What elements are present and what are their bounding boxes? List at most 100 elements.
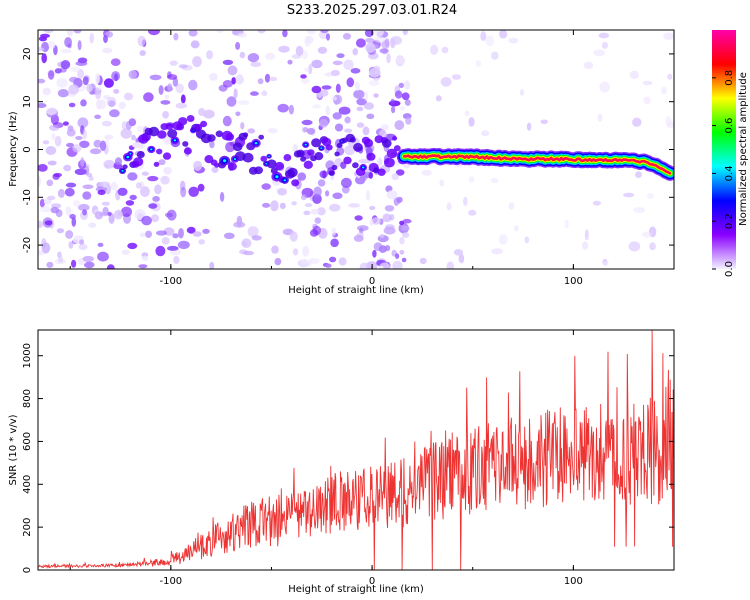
spectrogram-signal-cell: [268, 155, 270, 157]
spectrogram-noise-cell: [267, 127, 278, 134]
spectrogram-signal-cell: [182, 141, 189, 147]
spectrogram-signal-cell: [258, 134, 265, 140]
spectrogram-noise-cell: [64, 187, 75, 197]
spectrogram-noise-cell: [139, 50, 146, 56]
spectrogram-noise-cell: [38, 220, 43, 228]
spectrogram-noise-cell: [402, 30, 408, 36]
spectrogram-signal-cell: [392, 136, 398, 141]
colorbar-ticks: 0.0 0.2 0.4 0.6 0.8: [712, 70, 735, 277]
spectrogram-noise-cell: [99, 212, 110, 217]
spectrogram-noise-cell: [161, 237, 170, 245]
spectrogram-noise-cell: [344, 128, 353, 133]
spectrogram-noise-cell: [392, 260, 403, 269]
spectrogram-noise-cell: [110, 58, 121, 66]
spectrogram-noise-cell: [131, 134, 137, 141]
spectrogram-noise-cell: [226, 96, 237, 107]
spectrogram-noise-cell: [47, 70, 55, 80]
spectrogram-noise-cell: [628, 241, 641, 252]
spectrogram-noise-cell: [498, 234, 508, 245]
spectrogram-noise-cell: [82, 184, 94, 190]
spectrogram-noise-cell: [287, 59, 293, 65]
spectrogram-noise-cell: [401, 225, 410, 231]
spectrogram-noise-cell: [446, 202, 452, 211]
spectrogram-signal-cell: [242, 132, 249, 138]
spectrogram-noise-cell: [271, 245, 279, 254]
spectrogram-noise-cell: [148, 30, 160, 36]
spectrogram-noise-cell: [75, 136, 83, 140]
spectrogram-noise-cell: [279, 202, 286, 210]
spectrogram-noise-cell: [62, 121, 69, 126]
spectrogram-noise-cell: [192, 231, 202, 237]
spectrogram-signal-cell: [325, 144, 333, 151]
spectrogram-noise-cell: [288, 104, 294, 115]
spectrogram-signal-cell: [349, 137, 356, 143]
spectrogram-noise-cell: [114, 209, 123, 220]
spectrogram-signal-cell: [126, 155, 130, 159]
spectrogram-noise-cell: [446, 261, 454, 269]
spectrogram-noise-cell: [508, 37, 519, 44]
snr-y-tick-label: 600: [22, 432, 33, 451]
spectrogram-noise-cell: [310, 208, 320, 215]
snr-panel: -100 0 100 0 200 400 600 800 1000 Height of str…: [8, 329, 675, 595]
spectrogram-noise-cell: [390, 36, 403, 45]
spectrogram-noise-cell: [175, 83, 184, 94]
spectrogram-noise-cell: [128, 70, 138, 80]
spectrogram-noise-cell: [304, 203, 313, 208]
spectrogram-noise-cell: [173, 255, 180, 264]
spectrogram-noise-cell: [104, 163, 110, 169]
spectrogram-noise-cell: [57, 188, 65, 198]
snr-frame: [37, 329, 675, 571]
spectrogram-noise-cell: [398, 82, 404, 88]
spectrogram-noise-cell: [325, 263, 332, 268]
spectrogram-noise-cell: [164, 94, 170, 99]
spectrogram-noise-cell: [78, 243, 88, 250]
spectrogram-noise-cell: [121, 249, 130, 255]
spectrogram-noise-cell: [329, 203, 341, 212]
spectrogram-noise-cell: [508, 202, 515, 210]
spectrogram-signal-cell: [178, 117, 188, 126]
spectrogram-noise-cell: [237, 32, 247, 38]
spectrogram-noise-cell: [60, 49, 72, 54]
spectrogram-noise-cell: [77, 117, 89, 128]
spectrogram-noise-cell: [330, 238, 339, 248]
spectrogram-noise-cell: [243, 250, 255, 256]
spectrogram-noise-cell: [198, 108, 206, 116]
spectrogram-signal-cell: [377, 168, 386, 176]
spectrogram-signal-cell: [334, 151, 340, 157]
spectrogram-noise-cell: [419, 257, 427, 265]
spectrogram-noise-cell: [193, 160, 203, 171]
spectrogram-signal-cell: [215, 130, 223, 138]
spectrogram-signal-cell: [232, 142, 243, 152]
spectrogram-noise-cell: [314, 217, 321, 224]
spectrogram-noise-cell: [402, 218, 412, 224]
spectrogram-noise-cell: [247, 53, 260, 63]
spectrogram-noise-cell: [402, 232, 410, 238]
spectrogram-noise-cell: [491, 248, 504, 255]
spectrogram-noise-cell: [342, 33, 352, 40]
spectrogram-noise-cell: [384, 205, 395, 212]
spectrogram-noise-cell: [338, 106, 351, 115]
spectrogram-noise-cell: [647, 193, 654, 200]
spectrogram-noise-cell: [105, 184, 112, 195]
spectrogram-y-ticks: -20 -10 0 10 20: [22, 48, 674, 253]
spectrogram-noise-cell: [265, 52, 276, 61]
spectrogram-noise-cell: [96, 99, 102, 110]
spectrogram-noise-cell: [147, 175, 159, 182]
spectrogram-noise-cell: [441, 46, 449, 54]
spectrogram-noise-cell: [394, 90, 403, 99]
spectrogram-noise-cell: [222, 115, 232, 127]
spectrogram-noise-cell: [235, 41, 241, 50]
spectrogram-signal-cell: [362, 166, 365, 169]
snr-x-tick-label: 100: [564, 576, 583, 587]
spectrogram-signal-cell: [200, 120, 208, 128]
spectrogram-noise-cell: [320, 30, 329, 34]
spectrogram-noise-cell: [188, 186, 199, 197]
spectrogram-noise-cell: [401, 257, 407, 263]
spectrogram-noise-cell: [440, 77, 452, 87]
snr-x-tick-label: -100: [159, 576, 182, 587]
spectrogram-noise-cell: [225, 141, 235, 153]
spectrogram-noise-cell: [304, 67, 310, 72]
spectrogram-noise-cell: [352, 48, 359, 56]
spectrogram-noise-cell: [241, 238, 252, 248]
spectrogram-noise-cell: [295, 45, 304, 57]
